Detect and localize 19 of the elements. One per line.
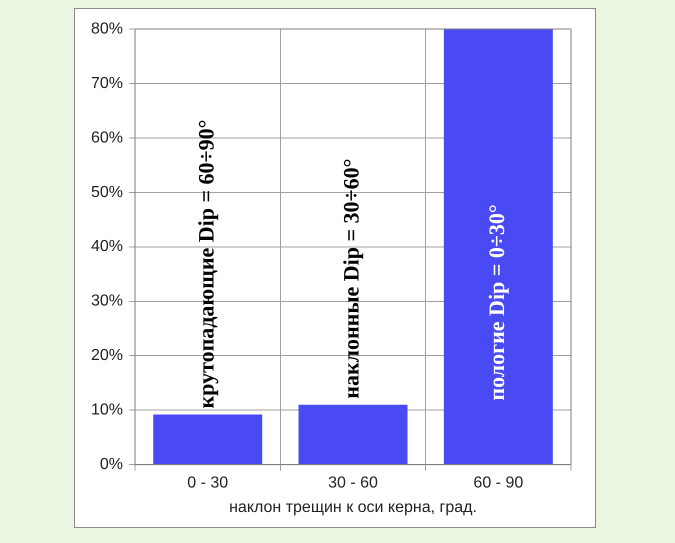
- y-tick-label: 20%: [90, 347, 124, 364]
- x-tick-label: 0 - 30: [187, 474, 228, 492]
- y-tick-label: 60%: [90, 129, 124, 146]
- annotation: крутопадающие Dip = 60÷90°: [193, 120, 218, 409]
- annotation: пологие Dip = 0÷30°: [484, 204, 510, 401]
- annotation: наклонные Dip = 30÷60°: [338, 158, 364, 399]
- y-tick-label: 80%: [90, 20, 124, 38]
- y-tick-label: 50%: [90, 184, 124, 201]
- bar: [444, 29, 553, 464]
- x-axis-title: наклон трещин к оси керна, град.: [229, 498, 477, 516]
- bar: [153, 414, 262, 464]
- y-tick-label: 70%: [90, 74, 124, 92]
- y-tick-label: 10%: [90, 402, 124, 419]
- x-tick-label: 30 - 60: [328, 474, 378, 492]
- y-tick-label: 30%: [90, 292, 124, 310]
- bar: [298, 404, 408, 464]
- x-tick-label: 60 - 90: [473, 474, 524, 492]
- y-tick-label: 0%: [100, 456, 124, 474]
- y-tick-label: 40%: [90, 238, 124, 256]
